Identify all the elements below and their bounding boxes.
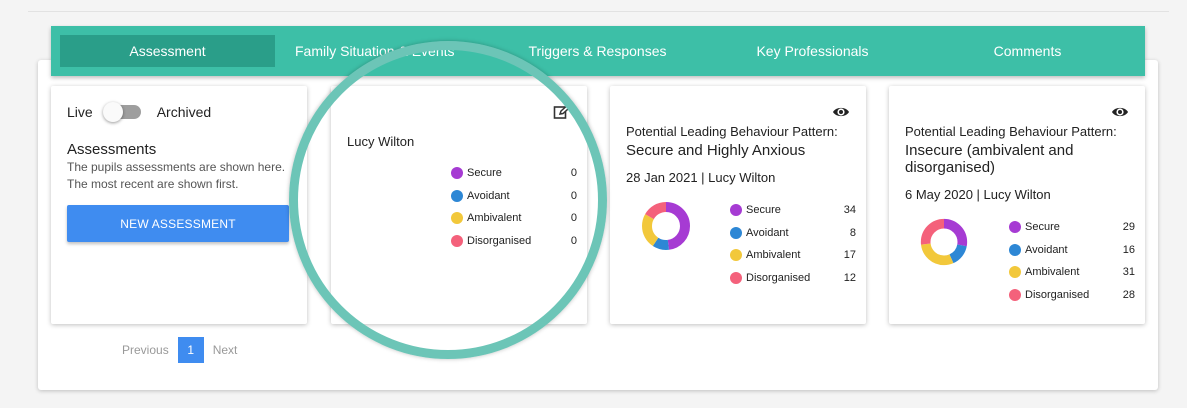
legend-label: Ambivalent <box>467 212 522 225</box>
legend-dot-ambivalent <box>730 249 742 262</box>
legend-item-disorganised: Disorganised 12 <box>730 267 856 290</box>
tab-family-situation[interactable]: Family Situation & Events <box>295 43 455 59</box>
legend-item-ambivalent: Ambivalent 31 <box>1009 261 1135 284</box>
legend-item-secure: Secure 29 <box>1009 216 1135 239</box>
tab-bar: Assessment Family Situation & Events Tri… <box>51 26 1145 76</box>
legend-label: Secure <box>467 167 502 180</box>
pagination: Previous 1 Next <box>122 337 237 363</box>
legend-dot-secure <box>451 167 463 180</box>
attachment-donut-chart <box>642 202 690 250</box>
legend-dot-disorganised <box>451 235 463 248</box>
legend-label: Ambivalent <box>1025 266 1080 279</box>
legend-label: Avoidant <box>467 189 510 202</box>
legend-item-disorganised: Disorganised 28 <box>1009 284 1135 307</box>
legend-label: Ambivalent <box>746 249 801 262</box>
legend-count: 0 <box>570 189 577 202</box>
assessment-card-2020[interactable]: Potential Leading Behaviour Pattern: Ins… <box>889 86 1145 324</box>
archived-label: Archived <box>156 104 212 120</box>
assessments-description: The pupils assessments are shown here. T… <box>67 160 286 191</box>
legend-dot-avoidant <box>1009 243 1021 256</box>
legend-count: 12 <box>843 272 856 285</box>
legend-label: Disorganised <box>467 235 532 248</box>
attachment-donut-chart <box>920 218 968 266</box>
assessment-card-draft[interactable]: Lucy Wilton Secure 0 Avoidant 0 Ambivalent… <box>331 86 587 324</box>
edit-icon[interactable] <box>553 104 571 120</box>
legend-count: 16 <box>1122 243 1135 256</box>
legend-count: 0 <box>570 212 577 225</box>
live-archived-toggle-row: Live Archived <box>67 102 212 122</box>
legend: Secure 29 Avoidant 16 Ambivalent 31 Disorga… <box>1009 216 1135 306</box>
legend-item-avoidant: Avoidant 16 <box>1009 239 1135 262</box>
tab-key-professionals[interactable]: Key Professionals <box>756 43 869 59</box>
next-page-link[interactable]: Next <box>212 343 238 357</box>
legend-item-secure: Secure 0 <box>451 162 577 185</box>
page-number-button[interactable]: 1 <box>177 337 204 363</box>
tab-triggers-responses[interactable]: Triggers & Responses <box>528 43 667 59</box>
donut-slice-disorganised <box>920 218 968 266</box>
legend-label: Secure <box>746 204 781 217</box>
legend-item-secure: Secure 34 <box>730 199 856 222</box>
legend: Secure 0 Avoidant 0 Ambivalent 0 Disorganis… <box>451 162 577 252</box>
legend-count: 0 <box>570 167 577 180</box>
legend-count: 8 <box>849 226 856 239</box>
legend-item-ambivalent: Ambivalent 17 <box>730 244 856 267</box>
legend-item-avoidant: Avoidant 0 <box>451 185 577 208</box>
legend-dot-ambivalent <box>1009 266 1021 279</box>
legend-count: 0 <box>570 235 577 248</box>
pattern-value: Secure and Highly Anxious <box>626 142 806 159</box>
pattern-label: Potential Leading Behaviour Pattern: <box>905 124 1117 139</box>
legend-label: Avoidant <box>1025 243 1068 256</box>
legend-dot-avoidant <box>451 189 463 202</box>
donut-slice-ambivalent <box>642 202 690 250</box>
donut-slice-avoidant <box>642 202 690 250</box>
archive-toggle[interactable] <box>102 102 141 122</box>
assessment-date: 28 Jan 2021 | Lucy Wilton <box>626 170 776 185</box>
legend-dot-secure <box>730 204 742 217</box>
legend-dot-secure <box>1009 221 1021 234</box>
top-divider <box>28 11 1169 12</box>
assessment-date: 6 May 2020 | Lucy Wilton <box>905 187 1051 202</box>
legend-dot-disorganised <box>730 272 742 285</box>
legend-label: Disorganised <box>1025 289 1090 302</box>
eye-icon[interactable] <box>832 104 850 120</box>
legend-label: Disorganised <box>746 272 811 285</box>
legend-count: 29 <box>1122 221 1135 234</box>
legend-dot-avoidant <box>730 226 742 239</box>
toggle-knob <box>102 102 123 122</box>
assessment-card-2021[interactable]: Potential Leading Behaviour Pattern: Sec… <box>610 86 866 324</box>
eye-icon[interactable] <box>1111 104 1129 120</box>
legend-item-avoidant: Avoidant 8 <box>730 222 856 245</box>
legend-dot-disorganised <box>1009 289 1021 302</box>
assessments-card: Live Archived Assessments The pupils ass… <box>51 86 307 324</box>
legend-count: 28 <box>1122 289 1135 302</box>
pattern-value: Insecure (ambivalent and disorganised) <box>905 142 1074 176</box>
student-name: Lucy Wilton <box>347 134 415 149</box>
legend-label: Secure <box>1025 221 1060 234</box>
pattern-label: Potential Leading Behaviour Pattern: <box>626 124 838 139</box>
legend-count: 17 <box>843 249 856 262</box>
legend-item-ambivalent: Ambivalent 0 <box>451 207 577 230</box>
legend-label: Avoidant <box>746 226 789 239</box>
assessments-title: Assessments <box>67 141 157 158</box>
previous-page-link[interactable]: Previous <box>122 343 169 357</box>
new-assessment-button[interactable]: NEW ASSESSMENT <box>67 205 289 242</box>
live-label: Live <box>67 104 93 120</box>
tab-assessment[interactable]: Assessment <box>60 35 275 67</box>
tab-comments[interactable]: Comments <box>993 43 1062 59</box>
legend-dot-ambivalent <box>451 212 463 225</box>
donut-slice-ambivalent <box>920 218 968 266</box>
legend: Secure 34 Avoidant 8 Ambivalent 17 Disorgan… <box>730 199 856 289</box>
legend-item-disorganised: Disorganised 0 <box>451 230 577 253</box>
legend-count: 34 <box>843 204 856 217</box>
donut-slice-disorganised <box>642 202 690 250</box>
legend-count: 31 <box>1122 266 1135 279</box>
